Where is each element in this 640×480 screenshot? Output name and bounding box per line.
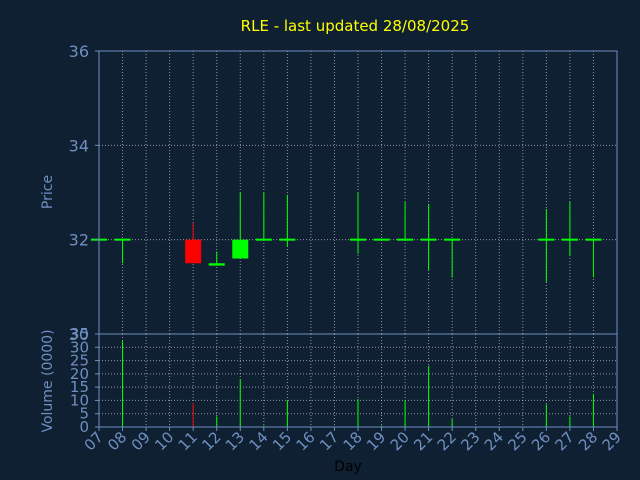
x-tick-label: 29 [599, 428, 625, 454]
volume-bar-11 [192, 403, 194, 427]
x-tick-label: 24 [481, 428, 507, 454]
volume-bar-22 [451, 419, 453, 427]
candle-body-13 [232, 239, 249, 259]
x-tick-label: 11 [175, 428, 201, 454]
x-tick-label: 16 [293, 428, 319, 454]
volume-bar-20 [404, 400, 406, 427]
x-tick-label: 27 [552, 428, 578, 454]
x-tick-label: 28 [575, 428, 601, 454]
volume-bar-19 [381, 425, 383, 427]
volume-axis-label: Volume (0000) [40, 329, 56, 432]
chart-title: RLE - last updated 28/08/2025 [241, 17, 470, 35]
candle-body-20 [397, 238, 414, 241]
candle-body-18 [350, 238, 366, 241]
price-tick-label: 30 [69, 325, 89, 344]
volume-bar-15 [286, 400, 288, 427]
volume-bar-18 [357, 399, 359, 427]
x-tick-label: 09 [128, 428, 154, 454]
volume-tick-label: 35 [70, 325, 89, 343]
x-tick-label: 22 [434, 428, 460, 454]
price-axis-label: Price [40, 175, 56, 209]
volume-tick-label: 5 [79, 405, 89, 423]
volume-bar-27 [569, 416, 571, 427]
candle-body-28 [585, 238, 602, 241]
x-tick-label: 21 [410, 428, 436, 454]
x-tick-label: 12 [198, 428, 224, 454]
candle-body-11 [185, 239, 202, 264]
x-tick-label: 14 [245, 428, 271, 454]
x-axis-label: Day [334, 459, 362, 475]
candle-body-19 [373, 238, 390, 241]
volume-tick-label: 25 [70, 352, 89, 370]
volume-bar-12 [216, 416, 218, 427]
candle-body-21 [420, 238, 437, 241]
volume-tick-label: 10 [70, 391, 89, 409]
tick-labels: 3032343605101520253035070809101112131415… [69, 42, 625, 454]
volume-bar-28 [592, 393, 594, 427]
candle-body-08 [114, 238, 131, 241]
volume-bar-14 [263, 425, 265, 427]
volume-bar-26 [545, 404, 547, 427]
volume-tick-label: 20 [70, 365, 89, 383]
price-tick-label: 36 [69, 42, 89, 61]
x-tick-label: 19 [363, 428, 389, 454]
candle-body-26 [538, 238, 555, 241]
volume-bar-21 [428, 365, 430, 427]
x-tick-label: 26 [528, 428, 554, 454]
x-tick-label: 25 [504, 428, 530, 454]
candle-body-12 [208, 263, 225, 266]
candle-body-15 [279, 238, 296, 241]
price-candles [91, 192, 602, 283]
x-tick-label: 20 [387, 428, 413, 454]
x-tick-label: 17 [316, 428, 342, 454]
volume-bar-13 [239, 379, 241, 427]
x-tick-label: 15 [269, 428, 295, 454]
x-tick-label: 18 [340, 428, 366, 454]
price-tick-label: 32 [69, 231, 89, 250]
candle-body-22 [444, 238, 461, 241]
panel-frames [95, 50, 618, 431]
x-tick-label: 13 [222, 428, 248, 454]
volume-tick-label: 15 [70, 378, 89, 396]
x-tick-label: 10 [151, 428, 177, 454]
price-tick-label: 34 [69, 136, 89, 155]
candle-body-14 [255, 238, 272, 241]
volume-tick-label: 0 [79, 418, 89, 436]
volume-bar-08 [122, 340, 124, 427]
x-tick-label: 08 [104, 428, 130, 454]
volume-tick-label: 30 [70, 338, 89, 356]
x-tick-label: 23 [457, 428, 483, 454]
candle-body-27 [561, 238, 578, 241]
